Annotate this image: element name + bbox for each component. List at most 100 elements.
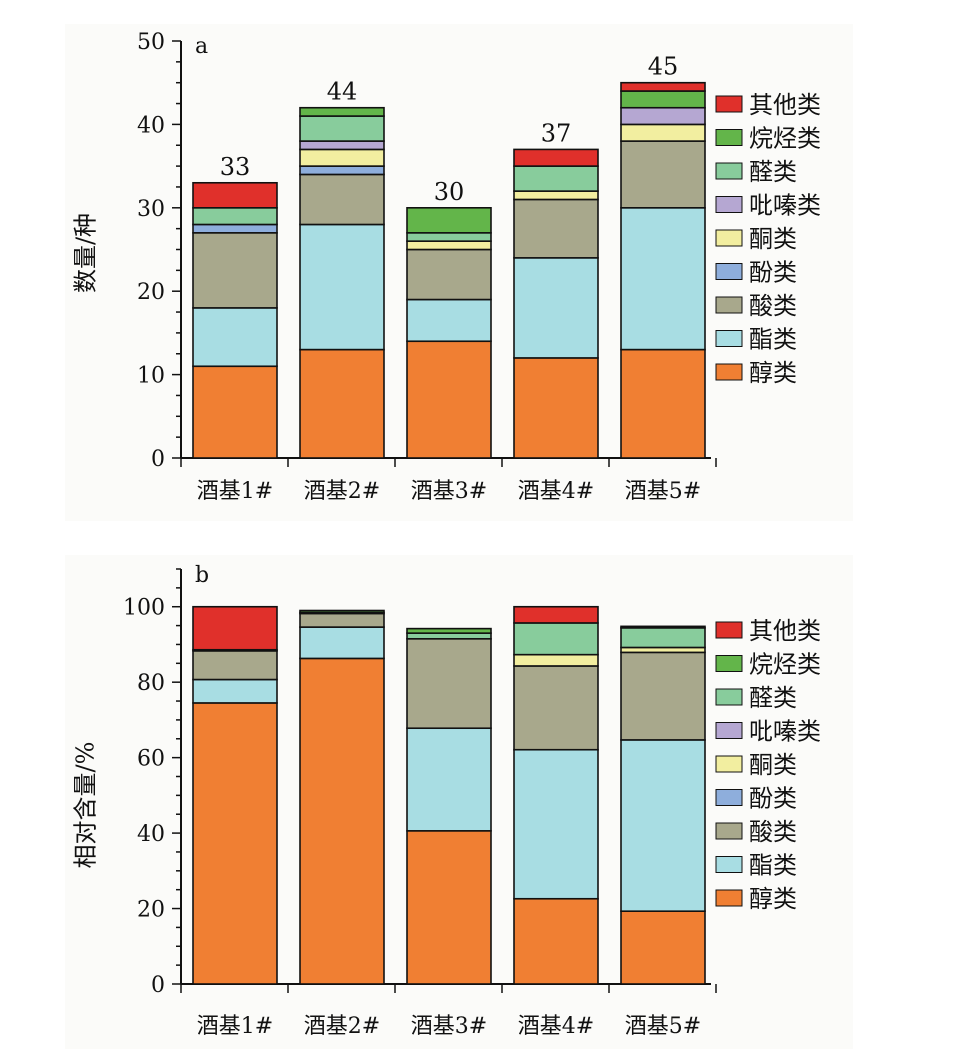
legend-label: 醇类 xyxy=(749,885,797,913)
bar-segment xyxy=(192,223,278,234)
bar-segment xyxy=(406,240,492,251)
bar-segment xyxy=(513,190,599,201)
legend-label: 吡嗪类 xyxy=(749,718,821,746)
legend-swatch xyxy=(715,162,743,180)
bar-segment xyxy=(299,165,385,176)
bar-segment xyxy=(620,739,706,912)
bar-segment xyxy=(299,612,385,628)
bar-segment xyxy=(620,140,706,209)
bar-segment xyxy=(192,365,278,459)
x-category-label: 酒基1# xyxy=(197,479,273,504)
legend-label: 酯类 xyxy=(749,326,797,354)
legend-swatch xyxy=(715,129,743,146)
y-tick-label: 30 xyxy=(137,197,165,222)
legend-swatch xyxy=(715,722,743,739)
bar-segment xyxy=(513,357,599,459)
bar-segment xyxy=(192,678,278,704)
legend-swatch xyxy=(715,655,743,672)
bar-segment xyxy=(513,748,599,900)
bar-segment xyxy=(406,207,492,234)
y-tick-label: 60 xyxy=(137,747,165,772)
bar-segment xyxy=(513,897,599,985)
bar-segment xyxy=(513,198,599,259)
bar-segment xyxy=(620,651,706,741)
x-category-label: 酒基1# xyxy=(197,1014,273,1039)
bar-segment xyxy=(299,106,385,117)
legend-swatch xyxy=(715,330,743,347)
bar-segment xyxy=(406,627,492,634)
legend-swatch xyxy=(715,363,743,381)
x-category-label: 酒基5# xyxy=(625,479,701,504)
y-tick-label: 50 xyxy=(137,30,165,55)
x-category-label: 酒基2# xyxy=(304,479,380,504)
bar-total-label: 37 xyxy=(541,119,572,147)
x-category-label: 酒基4# xyxy=(518,479,594,504)
bar-segment xyxy=(406,632,492,640)
chart-panel-a: 0 10 20 30 40 50 数量/种 a 酒基1# 33 酒基2# 44 酒基3# 30 酒基4# 37… xyxy=(65,24,853,521)
bar-segment xyxy=(620,910,706,985)
bar-segment xyxy=(299,173,385,226)
legend-swatch xyxy=(715,196,743,213)
bar-segment xyxy=(192,207,278,226)
bar-total-label: 45 xyxy=(648,53,679,81)
bar-segment xyxy=(406,830,492,985)
x-category-label: 酒基3# xyxy=(411,1014,487,1039)
legend-label: 其他类 xyxy=(749,617,821,645)
legend-swatch xyxy=(715,229,743,247)
bar-segment xyxy=(513,653,599,667)
bar-segment xyxy=(299,626,385,660)
x-category-label: 酒基5# xyxy=(625,1014,701,1039)
bar-segment xyxy=(620,123,706,142)
bar-segment xyxy=(406,232,492,242)
chart-panel-b: 0 20 40 60 80 100 相对含量/% b 酒基1# 酒基2# 酒基3# 酒基4# 酒基5# 其… xyxy=(65,555,853,1049)
bar-total-label: 33 xyxy=(220,153,251,181)
legend-label: 酸类 xyxy=(749,292,797,320)
y-tick-label: 100 xyxy=(123,596,165,621)
legend-swatch xyxy=(715,95,743,113)
legend-label: 其他类 xyxy=(749,91,821,119)
legend-swatch xyxy=(715,789,743,806)
legend-label: 酮类 xyxy=(749,751,797,779)
y-axis-title: 相对含量/% xyxy=(72,742,100,869)
legend-label: 醛类 xyxy=(749,684,797,712)
x-category-label: 酒基4# xyxy=(518,1014,594,1039)
y-tick-label: 0 xyxy=(151,447,165,472)
y-tick-label: 10 xyxy=(137,364,165,389)
y-axis-title: 数量/种 xyxy=(72,213,100,293)
panel-letter: b xyxy=(195,563,209,588)
legend-label: 烷烃类 xyxy=(749,651,821,679)
bar-total-label: 44 xyxy=(327,78,358,106)
y-tick-label: 80 xyxy=(137,671,165,696)
legend-swatch xyxy=(715,856,743,873)
stacked-bar-chart-a: 0 10 20 30 40 50 数量/种 a 酒基1# 33 酒基2# 44 酒基3# 30 酒基4# 37… xyxy=(72,30,822,504)
bar-segment xyxy=(299,348,385,459)
bar-segment xyxy=(299,115,385,142)
legend-label: 酚类 xyxy=(749,259,797,287)
bar-segment xyxy=(513,257,599,359)
legend-swatch xyxy=(715,889,743,907)
bar-segment xyxy=(620,90,706,109)
bar-total-label: 30 xyxy=(434,178,465,206)
bar-segment xyxy=(299,223,385,351)
legend-swatch xyxy=(715,755,743,773)
bar-segment xyxy=(192,181,278,209)
bar-segment xyxy=(513,148,599,167)
bar-segment xyxy=(192,307,278,368)
bar-segment xyxy=(513,605,599,624)
legend-swatch xyxy=(715,822,743,840)
bar-segment xyxy=(620,207,706,351)
legend-label: 烷烃类 xyxy=(749,125,821,153)
y-tick-label: 20 xyxy=(137,898,165,923)
bar-segment xyxy=(513,622,599,656)
bar-segment xyxy=(620,81,706,92)
bar-segment xyxy=(620,348,706,459)
bar-segment xyxy=(406,727,492,832)
bar-segment xyxy=(299,657,385,985)
legend-label: 酮类 xyxy=(749,225,797,253)
legend-label: 酚类 xyxy=(749,785,797,813)
bar-segment xyxy=(406,248,492,301)
bar-segment xyxy=(513,165,599,192)
legend-label: 醇类 xyxy=(749,359,797,387)
bar-segment xyxy=(513,665,599,751)
y-tick-label: 40 xyxy=(137,113,165,138)
